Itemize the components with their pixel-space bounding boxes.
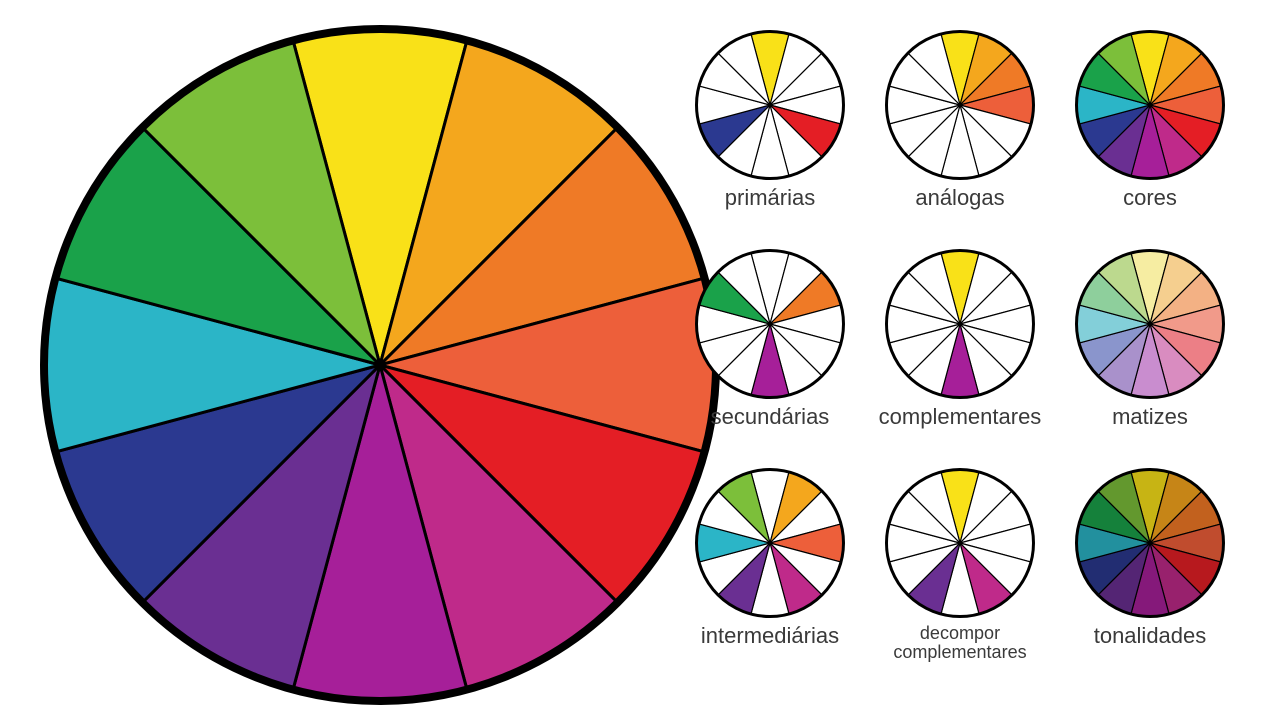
mini-wheel-matizes-svg xyxy=(1075,249,1225,399)
mini-wheel-secundarias-svg xyxy=(695,249,845,399)
mini-wheel-analogas-label: análogas xyxy=(915,186,1004,209)
mini-wheel-primarias: primárias xyxy=(680,30,860,209)
mini-wheel-grid: primárias análogas cores secundárias complem… xyxy=(680,30,1240,662)
mini-wheel-intermediarias-svg xyxy=(695,468,845,618)
mini-wheel-intermediarias: intermediárias xyxy=(680,468,860,662)
mini-wheel-tonalidades: tonalidades xyxy=(1060,468,1240,662)
main-color-wheel xyxy=(40,25,720,705)
mini-wheel-tonalidades-svg xyxy=(1075,468,1225,618)
mini-wheel-complementares-svg xyxy=(885,249,1035,399)
mini-wheel-matizes: matizes xyxy=(1060,249,1240,428)
mini-wheel-analogas-svg xyxy=(885,30,1035,180)
mini-wheel-primarias-svg xyxy=(695,30,845,180)
mini-wheel-cores: cores xyxy=(1060,30,1240,209)
mini-wheel-decompor-svg xyxy=(885,468,1035,618)
mini-wheel-secundarias: secundárias xyxy=(680,249,860,428)
mini-wheel-intermediarias-label: intermediárias xyxy=(701,624,839,647)
mini-wheel-complementares-label: complementares xyxy=(879,405,1042,428)
mini-wheel-complementares: complementares xyxy=(870,249,1050,428)
mini-wheel-decompor: decompor complementares xyxy=(870,468,1050,662)
mini-wheel-cores-label: cores xyxy=(1123,186,1177,209)
mini-wheel-analogas: análogas xyxy=(870,30,1050,209)
mini-wheel-decompor-label: decompor complementares xyxy=(893,624,1026,662)
mini-wheel-matizes-label: matizes xyxy=(1112,405,1188,428)
mini-wheel-tonalidades-label: tonalidades xyxy=(1094,624,1207,647)
mini-wheel-cores-svg xyxy=(1075,30,1225,180)
mini-wheel-secundarias-label: secundárias xyxy=(711,405,830,428)
mini-wheel-primarias-label: primárias xyxy=(725,186,815,209)
